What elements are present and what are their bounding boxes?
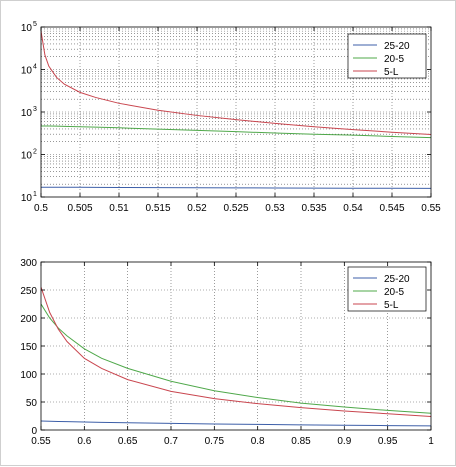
x-tick-label: 0.55 xyxy=(421,203,441,214)
y-tick-label: 10 xyxy=(21,193,33,204)
x-tick-label: 0.545 xyxy=(379,203,404,214)
y-tick-label-exponent: 3 xyxy=(33,106,37,113)
series-line-25-20 xyxy=(41,186,431,189)
series-group xyxy=(41,31,431,189)
x-tick-label: 0.515 xyxy=(145,203,170,214)
y-tick-label: 250 xyxy=(20,286,37,297)
series-line-5-L xyxy=(41,31,431,136)
x-tick-label: 0.5 xyxy=(34,203,48,214)
x-tick-label: 0.505 xyxy=(67,203,92,214)
y-tick-label: 10 xyxy=(21,108,33,119)
y-tick-label: 10 xyxy=(21,66,33,77)
y-tick-label: 150 xyxy=(20,342,37,353)
x-tick-label: 0.8 xyxy=(251,436,265,447)
x-tick-label: 0.65 xyxy=(118,436,138,447)
x-tick-label: 0.7 xyxy=(164,436,178,447)
chart-top-log-scale: 0.5 0.505 0.51 0.515 0.52 0.525 0.53 0.535 0.54 0… xyxy=(21,21,441,214)
x-tick-label: 0.55 xyxy=(31,436,51,447)
x-tick-label: 0.525 xyxy=(223,203,248,214)
x-tick-label: 0.85 xyxy=(291,436,311,447)
x-tick-label: 0.95 xyxy=(378,436,398,447)
x-tick-label: 0.9 xyxy=(337,436,351,447)
y-tick-label-exponent: 4 xyxy=(33,64,37,71)
legend: 25-20 20-5 5-L xyxy=(347,33,427,79)
legend-label-20-5: 20-5 xyxy=(384,287,404,298)
legend-label-25-20: 25-20 xyxy=(384,274,410,285)
y-tick-label: 0 xyxy=(31,426,37,437)
legend-label-5-L: 5-L xyxy=(384,300,399,311)
series-line-5-L xyxy=(41,287,431,418)
x-tick-label: 0.52 xyxy=(187,203,207,214)
x-tick-label: 0.51 xyxy=(109,203,129,214)
series-group xyxy=(41,287,431,427)
x-tick-label: 0.535 xyxy=(301,203,326,214)
legend-label-20-5: 20-5 xyxy=(384,54,404,65)
y-tick-label-exponent: 2 xyxy=(33,149,37,156)
y-tick-label-exponent: 5 xyxy=(33,21,37,28)
y-tick-label: 10 xyxy=(21,151,33,162)
legend-box xyxy=(347,266,427,312)
legend: 25-20 20-5 5-L xyxy=(347,266,427,312)
chart-bottom-linear-scale: 0.55 0.6 0.65 0.7 0.75 0.8 0.85 0.9 0.95 1 0 50 100 1… xyxy=(20,258,434,447)
series-line-20-5 xyxy=(41,125,431,139)
legend-label-5-L: 5-L xyxy=(384,67,399,78)
legend-label-25-20: 25-20 xyxy=(384,41,410,52)
x-tick-label: 0.53 xyxy=(265,203,285,214)
y-tick-label: 10 xyxy=(21,23,33,34)
y-tick-label: 300 xyxy=(20,258,37,269)
x-tick-label: 0.75 xyxy=(205,436,225,447)
y-tick-label: 200 xyxy=(20,314,37,325)
y-tick-label-exponent: 1 xyxy=(33,191,37,198)
y-tick-label: 100 xyxy=(20,370,37,381)
x-tick-label: 0.54 xyxy=(343,203,363,214)
series-line-20-5 xyxy=(41,303,431,414)
x-tick-label: 1 xyxy=(428,436,434,447)
series-line-25-20 xyxy=(41,420,431,427)
x-tick-label: 0.6 xyxy=(77,436,91,447)
y-tick-label: 50 xyxy=(26,398,38,409)
